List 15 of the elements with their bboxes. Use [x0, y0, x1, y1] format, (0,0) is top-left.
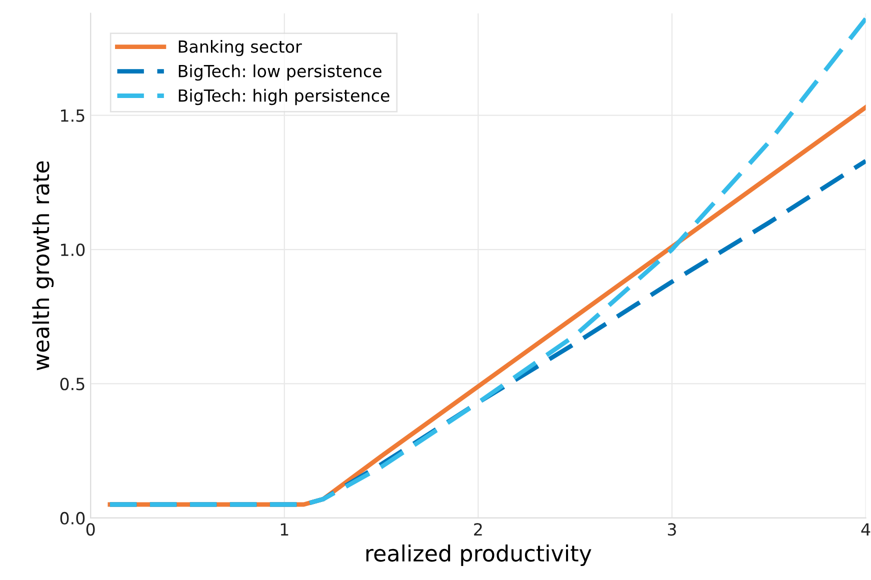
- x-tick-label: 1: [280, 523, 288, 536]
- legend-label: Banking sector: [178, 40, 302, 56]
- legend-label: BigTech: high persistence: [178, 88, 390, 106]
- y-axis-title: wealth growth rate: [32, 161, 54, 370]
- y-tick-label: 1.5: [61, 110, 84, 122]
- y-tick-label: 1.0: [61, 244, 85, 256]
- x-tick-label: 4: [861, 523, 870, 536]
- legend-label: BigTech: low persistence: [178, 64, 382, 81]
- x-tick-label: 2: [474, 523, 482, 536]
- y-tick-label: 0.5: [60, 378, 84, 390]
- x-axis-title: realized productivity: [366, 544, 592, 566]
- y-tick-label: 0.0: [60, 512, 85, 525]
- x-tick-label: 3: [668, 523, 676, 536]
- x-tick-label: 0: [86, 523, 95, 536]
- line-series: [108, 16, 866, 507]
